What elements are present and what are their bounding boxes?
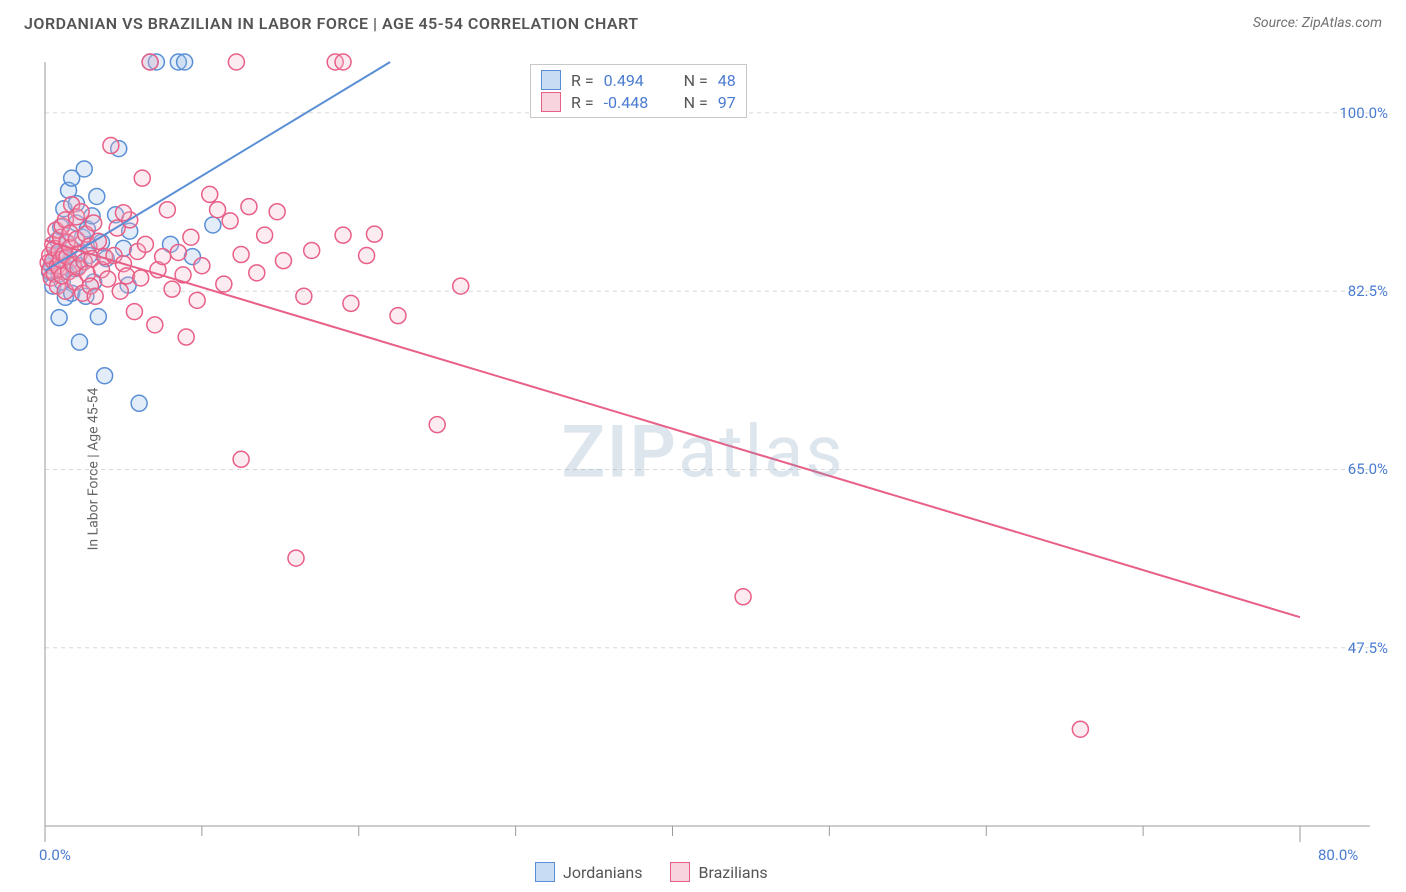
legend-swatch <box>670 862 690 882</box>
chart-header: JORDANIAN VS BRAZILIAN IN LABOR FORCE | … <box>0 0 1406 46</box>
data-point <box>189 292 205 308</box>
n-label: N = <box>684 71 708 90</box>
data-point <box>177 54 193 70</box>
chart-title: JORDANIAN VS BRAZILIAN IN LABOR FORCE | … <box>24 14 639 33</box>
data-point <box>131 395 147 411</box>
data-point <box>194 258 210 274</box>
data-point <box>205 217 221 233</box>
legend-row: R = -0.448 N = 97 <box>541 91 736 113</box>
data-point <box>390 308 406 324</box>
data-point <box>87 288 103 304</box>
data-point <box>233 451 249 467</box>
series-legend: Jordanians Brazilians <box>535 862 768 882</box>
y-tick-label: 82.5% <box>1348 282 1388 300</box>
r-label: R = <box>571 71 594 90</box>
data-point <box>86 215 102 231</box>
data-point <box>429 417 445 433</box>
data-point <box>164 281 180 297</box>
legend-swatch <box>541 70 561 90</box>
legend-item: Brazilians <box>670 862 767 882</box>
y-tick-label: 47.5% <box>1348 639 1388 657</box>
data-point <box>73 204 89 220</box>
data-point <box>269 204 285 220</box>
data-point <box>100 271 116 287</box>
chart-source: Source: ZipAtlas.com <box>1253 15 1382 31</box>
data-point <box>170 244 186 260</box>
data-point <box>147 317 163 333</box>
plot-area: ZIPatlas In Labor Force | Age 45-54 R =0… <box>0 46 1406 892</box>
data-point <box>335 227 351 243</box>
data-point <box>296 288 312 304</box>
data-point <box>89 188 105 204</box>
data-point <box>202 186 218 202</box>
data-point <box>228 54 244 70</box>
r-value: -0.448 <box>604 93 674 112</box>
data-point <box>178 329 194 345</box>
scatter-chart <box>0 46 1406 892</box>
data-point <box>233 247 249 263</box>
data-point <box>222 213 238 229</box>
data-point <box>97 368 113 384</box>
data-point <box>183 229 199 245</box>
legend-item: Jordanians <box>535 862 642 882</box>
data-point <box>126 304 142 320</box>
x-tick-label: 80.0% <box>1318 846 1358 864</box>
data-point <box>112 283 128 299</box>
data-point <box>115 205 131 221</box>
legend-label: Brazilians <box>698 863 767 882</box>
r-label: R = <box>571 93 594 112</box>
n-label: N = <box>684 93 708 112</box>
data-point <box>72 334 88 350</box>
n-value: 48 <box>718 71 736 90</box>
x-tick-label: 0.0% <box>39 846 71 864</box>
legend-swatch <box>535 862 555 882</box>
data-point <box>159 202 175 218</box>
data-point <box>155 249 171 265</box>
data-point <box>142 54 158 70</box>
data-point <box>359 248 375 264</box>
y-tick-label: 100.0% <box>1339 104 1388 122</box>
data-point <box>343 295 359 311</box>
data-point <box>76 161 92 177</box>
legend-label: Jordanians <box>563 863 642 882</box>
data-point <box>1072 721 1088 737</box>
data-point <box>275 253 291 269</box>
data-point <box>137 236 153 252</box>
data-point <box>335 54 351 70</box>
data-point <box>103 138 119 154</box>
correlation-legend: R = 0.494 N = 48 R = -0.448 N = 97 <box>530 64 747 118</box>
data-point <box>119 268 135 284</box>
data-point <box>51 310 67 326</box>
data-point <box>134 170 150 186</box>
data-point <box>366 226 382 242</box>
data-point <box>304 242 320 258</box>
data-point <box>257 227 273 243</box>
data-point <box>241 199 257 215</box>
data-point <box>735 589 751 605</box>
data-point <box>288 550 304 566</box>
data-point <box>453 278 469 294</box>
y-axis-title: In Labor Force | Age 45-54 <box>85 388 101 551</box>
data-point <box>216 276 232 292</box>
r-value: 0.494 <box>604 71 674 90</box>
data-point <box>90 309 106 325</box>
y-tick-label: 65.0% <box>1348 460 1388 478</box>
n-value: 97 <box>718 93 736 112</box>
legend-row: R = 0.494 N = 48 <box>541 69 736 91</box>
trend-line <box>45 240 1300 617</box>
data-point <box>210 202 226 218</box>
legend-swatch <box>541 92 561 112</box>
data-point <box>249 265 265 281</box>
data-point <box>133 270 149 286</box>
